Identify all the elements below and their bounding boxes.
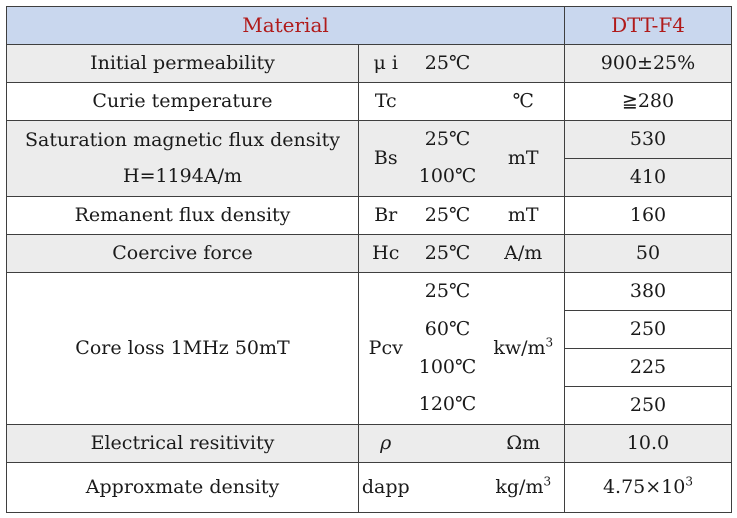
property-condition: 100℃ — [418, 355, 477, 378]
property-unit: mT — [482, 196, 565, 235]
row-initial-permeability: Initial permeability μ i 25℃ 900±25% — [6, 44, 732, 83]
property-name: Remanent flux density — [6, 196, 359, 235]
material-spec-table: Material DTT-F4 Initial permeability μ i… — [6, 6, 732, 513]
property-symbol: Pcv — [358, 272, 413, 425]
unit-exponent: 3 — [543, 474, 552, 489]
property-symbol: dapp — [358, 462, 413, 513]
row-core-loss-4: 120℃ 250 — [7, 386, 732, 425]
property-condition: 25℃ — [412, 234, 483, 273]
property-unit: ℃ — [482, 82, 565, 121]
property-condition: 120℃ — [412, 386, 483, 425]
value-base: 4.75×10 — [602, 475, 686, 498]
row-core-loss-1: Core loss 1MHz 50mT Pcv 25℃ kw/m3 380 — [6, 272, 732, 425]
row-saturation-flux-1: Saturation magnetic flux density H=1194A… — [6, 120, 732, 197]
row-curie-temperature: Curie temperature Tc ℃ ≧280 — [6, 82, 732, 121]
row-electrical-resistivity: Electrical resitivity ρ Ωm 10.0 — [6, 424, 732, 463]
property-name: Initial permeability — [6, 44, 359, 83]
row-approximate-density: Approxmate density dapp kg/m3 4.75×103 — [6, 462, 732, 513]
property-unit: A/m — [482, 234, 565, 273]
property-value: 410 — [564, 158, 732, 197]
property-value: 900±25% — [564, 44, 732, 83]
property-name: Saturation magnetic flux density H=1194A… — [6, 120, 359, 197]
property-symbol: Bs — [358, 120, 413, 197]
property-condition: 60℃ — [424, 317, 471, 340]
unit-exponent: 3 — [545, 335, 554, 350]
row-remanent-flux: Remanent flux density Br 25℃ mT 160 — [6, 196, 732, 235]
property-symbol: Hc — [358, 234, 413, 273]
header-row: Material DTT-F4 — [6, 6, 732, 45]
unit-base: kg/m — [495, 475, 544, 498]
property-condition: 25℃ — [412, 196, 483, 235]
property-condition — [412, 462, 483, 513]
property-condition: 25℃ — [412, 44, 483, 83]
property-symbol: Tc — [358, 82, 413, 121]
property-name: Curie temperature — [6, 82, 359, 121]
property-value: 530 — [564, 120, 732, 159]
header-material: Material — [6, 6, 565, 45]
property-unit: mT — [482, 120, 565, 197]
property-condition — [412, 82, 483, 121]
property-value: 160 — [564, 196, 732, 235]
header-grade: DTT-F4 — [564, 6, 732, 45]
property-value: 10.0 — [564, 424, 732, 463]
row-core-loss-2: 60℃ 250 — [7, 310, 732, 349]
property-name-main: Saturation magnetic flux density — [25, 128, 340, 151]
property-unit: kg/m3 — [482, 462, 565, 513]
row-coercive-force: Coercive force Hc 25℃ A/m 50 — [6, 234, 732, 273]
property-condition: 25℃ — [412, 120, 483, 159]
property-value: 50 — [564, 234, 732, 273]
property-symbol: ρ — [358, 424, 413, 463]
row-saturation-flux-2: 100℃ 410 — [7, 158, 732, 197]
property-symbol: Br — [358, 196, 413, 235]
property-value: 4.75×103 — [564, 462, 732, 513]
property-condition: 25℃ — [412, 272, 483, 311]
property-condition: 100℃ — [412, 158, 483, 197]
property-unit — [482, 44, 565, 83]
row-core-loss-3: 100℃ 225 — [7, 348, 732, 387]
property-unit: Ωm — [482, 424, 565, 463]
property-value: 380 — [564, 272, 732, 311]
property-value: 250 — [564, 386, 732, 425]
unit-base: kw/m — [493, 336, 546, 359]
property-value: ≧280 — [564, 82, 732, 121]
property-symbol: μ i — [358, 44, 413, 83]
property-name: Core loss 1MHz 50mT — [6, 272, 359, 425]
property-name: Approxmate density — [6, 462, 359, 513]
property-name: Electrical resitivity — [6, 424, 359, 463]
property-value: 225 — [564, 348, 732, 387]
property-name: Coercive force — [6, 234, 359, 273]
property-name-sub: H=1194A/m — [123, 164, 242, 187]
property-value: 250 — [564, 310, 732, 349]
value-exponent: 3 — [685, 474, 694, 489]
property-condition — [412, 424, 483, 463]
property-unit: kw/m3 — [482, 272, 565, 425]
